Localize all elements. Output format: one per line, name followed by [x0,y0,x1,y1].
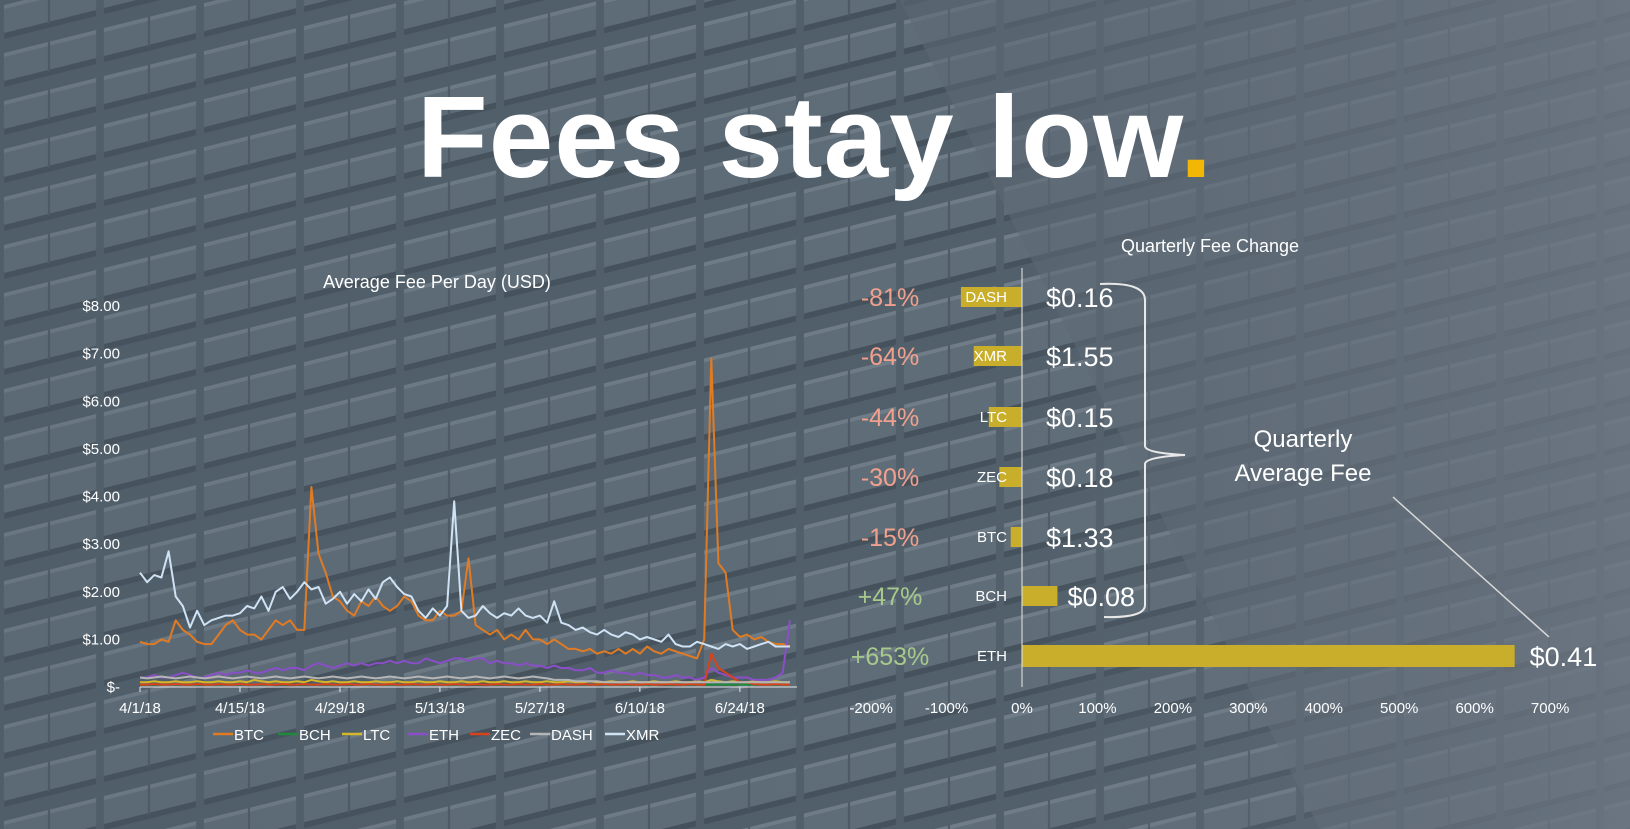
quarterly-fee-change-bar-chart: Quarterly Fee Change -200% -100% 0% 100% 200%… [849,236,1598,717]
category-label: BCH [975,588,1007,605]
y-tick-label: $2.00 [82,584,120,601]
x-tick-label: 5/27/18 [515,700,565,717]
y-tick-label: $- [107,679,120,696]
category-label: ZEC [977,469,1007,486]
series-line-dash [139,675,790,684]
x-tick-label: 4/15/18 [215,700,265,717]
x-tick-label: 200% [1154,700,1192,717]
bar-zec [999,467,1022,487]
bar-chart-title: Quarterly Fee Change [1121,236,1299,256]
legend-label-btc: BTC [234,727,264,744]
change-value-label: -81% [861,284,919,312]
x-tick-label: 6/10/18 [615,700,665,717]
y-tick-label: $7.00 [82,346,120,363]
category-label: LTC [980,409,1007,426]
annotation-pointer-line [1392,496,1550,638]
y-tick-label: $8.00 [82,298,120,315]
average-fee-label: $0.41 [1530,642,1598,672]
y-tick-label: $1.00 [82,631,120,648]
bar-ltc [988,407,1022,427]
change-value-label: +47% [858,583,923,611]
average-fee-label: $1.33 [1046,523,1114,553]
x-tick-label: 600% [1455,700,1493,717]
legend-label-ltc: LTC [363,727,390,744]
change-value-label: -15% [861,524,919,552]
x-tick-label: -200% [849,700,892,717]
bar-xmr [973,346,1022,366]
change-value-label: +653% [851,643,930,671]
legend-label-eth: ETH [429,727,459,744]
average-fee-label: $0.15 [1046,403,1114,433]
x-tick-label: 100% [1078,700,1116,717]
x-tick-label: 6/24/18 [715,700,765,717]
bar-btc [1010,527,1022,547]
y-tick-label: $3.00 [82,536,120,553]
y-tick-label: $4.00 [82,489,120,506]
change-value-label: -64% [861,343,919,371]
x-tick-label: 5/13/18 [415,700,465,717]
average-fee-bracket [1099,282,1186,619]
category-label: ETH [977,648,1007,665]
average-fee-label: $1.55 [1046,342,1114,372]
x-tick-label: -100% [925,700,968,717]
line-chart-title: Average Fee Per Day (USD) [323,272,551,292]
average-fee-label: $0.18 [1046,463,1114,493]
bar-bch [1022,586,1058,606]
average-fee-label: $0.16 [1046,283,1114,313]
average-fee-label: $0.08 [1067,582,1135,612]
series-line-eth [140,620,791,681]
x-tick-label: 4/1/18 [119,700,161,717]
series-line-btc [139,357,791,660]
bar-dash [960,287,1022,307]
legend-label-bch: BCH [299,727,331,744]
y-tick-label: $5.00 [82,441,120,458]
title-accent-dot: . [1179,72,1214,202]
x-tick-label: 400% [1305,700,1343,717]
average-fee-line-chart: Average Fee Per Day (USD) $- $1.00 $2.00 $3.… [82,272,797,744]
category-label: DASH [965,289,1007,306]
series-line-xmr [139,500,790,650]
page-title-text: Fees stay low [416,72,1180,202]
annotation-line-2: Average Fee [1235,460,1372,487]
x-tick-label: 4/29/18 [315,700,365,717]
change-value-label: -30% [861,464,919,492]
page-title: Fees stay low. [0,70,1630,204]
category-label: XMR [974,348,1008,365]
x-tick-label: 0% [1011,700,1033,717]
legend-label-zec: ZEC [491,727,521,744]
x-tick-label: 300% [1229,700,1267,717]
change-value-label: -44% [861,404,919,432]
y-tick-label: $6.00 [82,393,120,410]
legend-label-xmr: XMR [626,727,660,744]
bar-eth [1022,645,1515,667]
x-tick-label: 500% [1380,700,1418,717]
category-label: BTC [977,529,1007,546]
series-line-zec [140,652,790,686]
annotation-line-1: Quarterly [1254,426,1353,453]
x-tick-label: 700% [1531,700,1569,717]
legend-label-dash: DASH [551,727,593,744]
